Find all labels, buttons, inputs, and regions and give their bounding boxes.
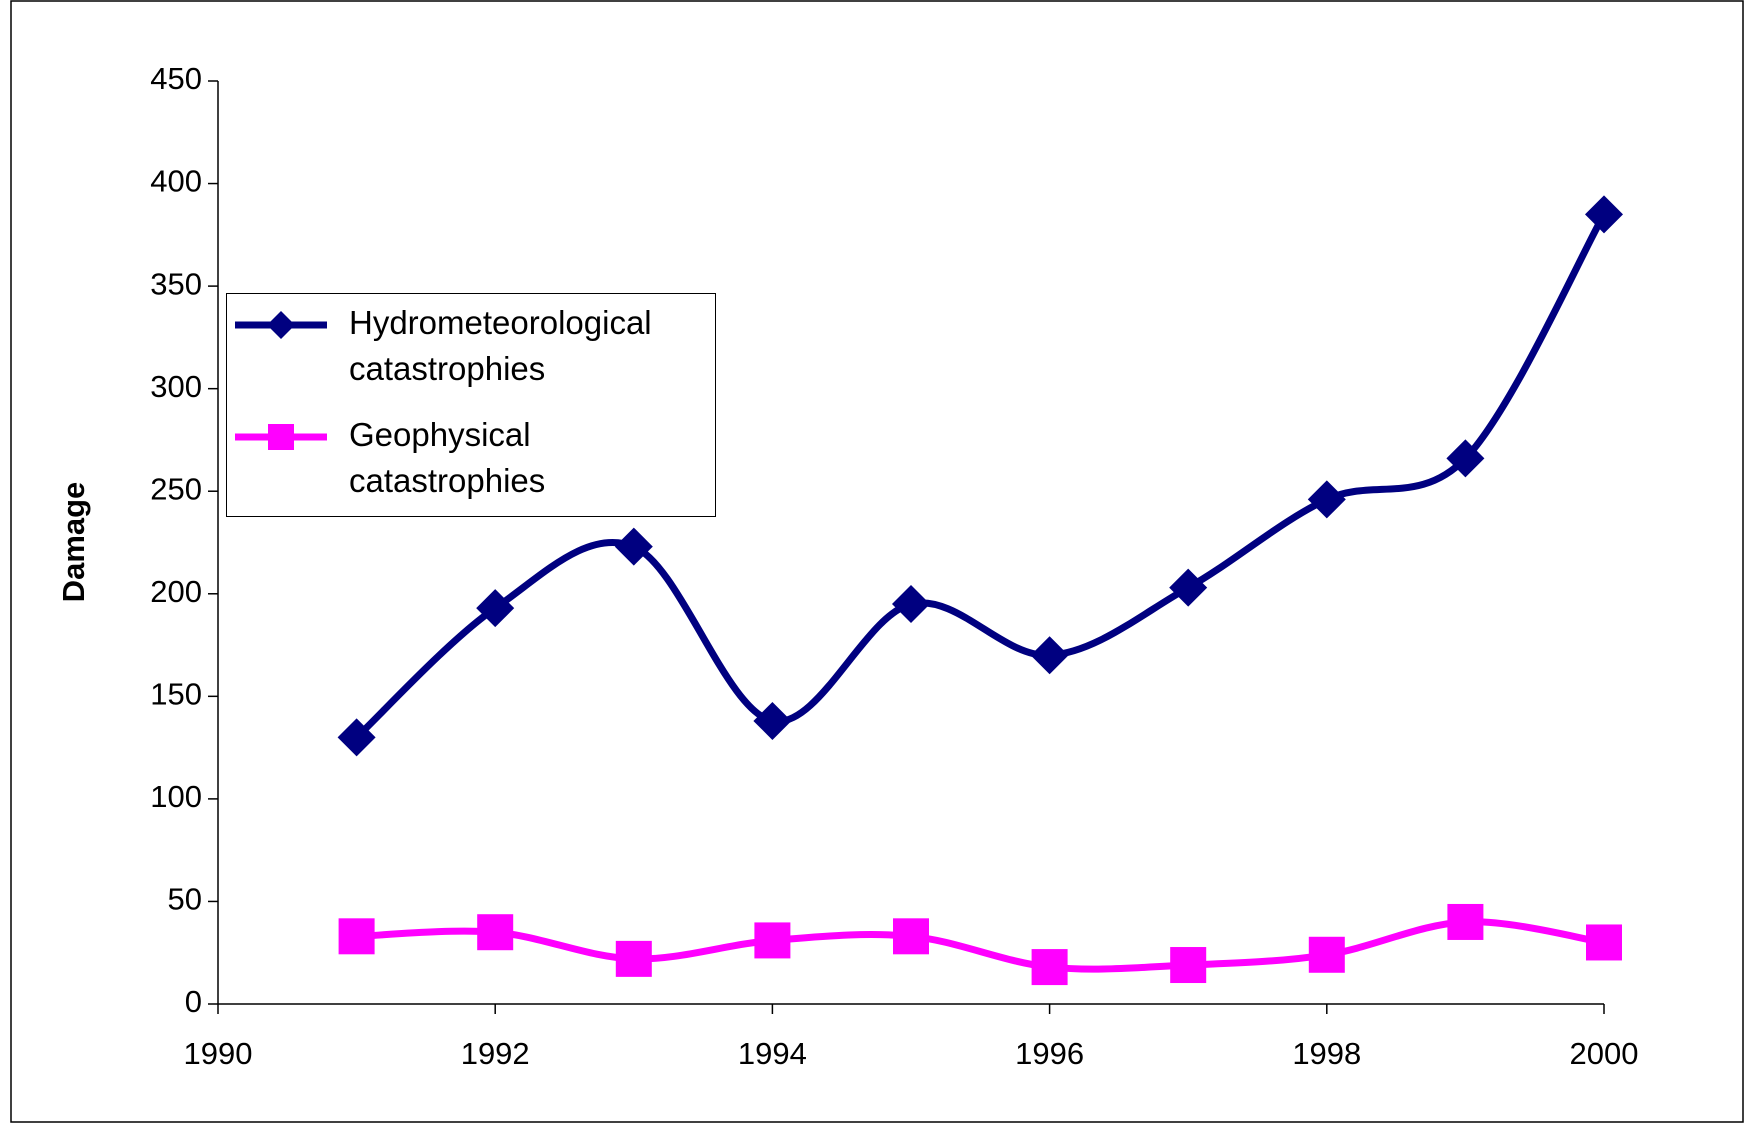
y-tick-label: 50 <box>168 882 202 917</box>
square-marker <box>1308 936 1345 973</box>
diamond-marker <box>476 589 515 628</box>
square-marker <box>1586 924 1622 961</box>
x-tick-label: 1990 <box>184 1036 253 1071</box>
diamond-marker <box>753 701 792 740</box>
legend-marker <box>267 311 295 339</box>
legend-label: Geophysical catastrophies <box>349 416 546 499</box>
square-marker <box>1031 949 1068 986</box>
legend-swatches <box>235 311 327 450</box>
diamond-marker <box>1169 568 1208 607</box>
diamond-marker <box>614 527 653 566</box>
square-marker <box>1170 947 1207 984</box>
diamond-marker <box>1030 636 1069 675</box>
x-tick-label: 1998 <box>1292 1036 1361 1071</box>
legend: Hydrometeorological catastrophies Geophys… <box>226 293 716 517</box>
x-tick-label: 2000 <box>1570 1036 1639 1071</box>
y-tick-label: 350 <box>150 266 202 301</box>
diamond-marker <box>1585 195 1623 234</box>
x-tick-label: 1992 <box>461 1036 530 1071</box>
y-tick-label: 100 <box>150 779 202 814</box>
square-marker <box>1447 903 1484 940</box>
square-marker <box>754 922 791 959</box>
y-axis-label: Damage <box>56 482 91 603</box>
square-marker <box>338 918 375 955</box>
y-tick-label: 200 <box>150 574 202 609</box>
y-tick-label: 400 <box>150 164 202 199</box>
y-tick-label: 450 <box>150 61 202 96</box>
legend-marker <box>268 424 294 450</box>
y-tick-label: 300 <box>150 369 202 404</box>
square-marker <box>893 918 929 955</box>
y-tick-label: 150 <box>150 677 202 712</box>
diamond-marker <box>337 718 376 757</box>
x-tick-label: 1994 <box>738 1036 807 1071</box>
y-tick-label: 250 <box>150 471 202 506</box>
y-tick-label: 0 <box>185 984 202 1019</box>
square-marker <box>615 940 652 977</box>
diamond-marker <box>1446 439 1485 478</box>
legend-label: Hydrometeorological catastrophies <box>349 304 652 387</box>
diamond-marker <box>892 585 930 624</box>
diamond-marker <box>1307 480 1346 519</box>
chart-frame <box>10 0 1744 1123</box>
series-line <box>354 212 1608 740</box>
series-line <box>356 918 1605 973</box>
square-marker <box>477 914 514 951</box>
x-tick-label: 1996 <box>1015 1036 1084 1071</box>
